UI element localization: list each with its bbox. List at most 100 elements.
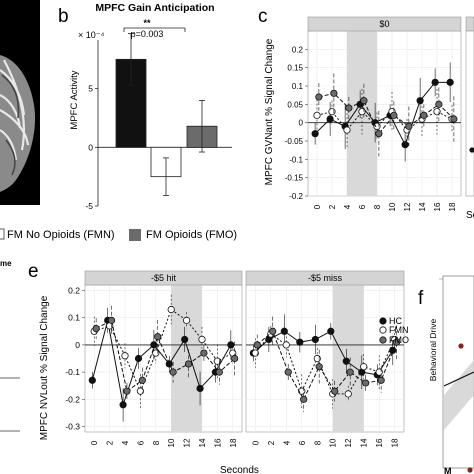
x-tick-label: 16 — [375, 438, 384, 447]
chart-f-ylabel: Behavioral Drive — [428, 319, 438, 382]
panel-letter-e: e — [28, 261, 39, 282]
y-tick-label: -5 — [85, 201, 93, 211]
legend-label-hc: HC — [389, 316, 402, 326]
y-tick-label: -0.3 — [65, 422, 80, 432]
x-tick-label: 12 — [344, 438, 353, 447]
line-chart-c-panel: MPFC GVNant % Signal Change Seconds $0 -0… — [264, 16, 474, 221]
line-chart-e-panel: MPFC NVLout % Signal Change Seconds -$5 … — [39, 270, 409, 474]
x-tick-label: 16 — [213, 438, 222, 447]
chart-e-legend: HC FMN FMO — [379, 316, 409, 345]
x-tick-label: 14 — [360, 438, 369, 447]
left-crop-text: me — [0, 259, 12, 268]
y-tick-label: 0 — [299, 119, 304, 128]
chart-f-tick: M — [444, 466, 452, 474]
x-tick-label: 0 — [251, 440, 260, 445]
x-tick-label: 8 — [313, 440, 322, 445]
legend-label-fmo: FM Opioids (FMO) — [146, 229, 237, 241]
data-point — [154, 333, 162, 341]
chart-e-xlabel: Seconds — [220, 465, 259, 474]
group-legend: FM No Opioids (FMN) FM Opioids (FMO) — [0, 228, 237, 241]
x-tick-label: 4 — [121, 440, 130, 445]
data-point — [393, 338, 401, 346]
data-point — [420, 111, 428, 119]
significance-stars: ** — [143, 18, 151, 28]
data-point — [107, 316, 116, 324]
data-point — [315, 93, 323, 101]
data-point — [435, 100, 443, 108]
data-point — [377, 376, 385, 384]
bar-chart-panel: MPFC Gain Anticipation × 10⁻⁴ MPFC Activ… — [69, 2, 232, 211]
chart-e-ylabel: MPFC NVLout % Signal Change — [39, 295, 50, 440]
data-point — [119, 401, 127, 409]
legend-marker-hc — [379, 317, 387, 325]
data-point — [405, 122, 413, 130]
data-point — [450, 115, 458, 123]
data-point — [390, 111, 398, 119]
plot-area — [245, 284, 405, 433]
data-point — [165, 360, 173, 368]
facet-strip — [245, 270, 405, 286]
data-point — [227, 341, 235, 349]
x-tick-label: 0 — [313, 204, 322, 209]
data-point — [401, 141, 409, 149]
data-point — [269, 327, 277, 335]
data-point — [331, 387, 339, 395]
series-line — [94, 308, 233, 393]
data-point — [416, 97, 424, 105]
x-tick-label: 6 — [358, 204, 367, 209]
series-line — [95, 319, 236, 393]
bar-chart-ylabel: MPFC Activity — [69, 70, 80, 129]
data-point — [315, 363, 323, 371]
panel-letter-f: f — [418, 288, 424, 309]
data-point — [469, 147, 474, 153]
legend-label-fmn-e: FMN — [389, 325, 409, 335]
data-point — [182, 316, 191, 324]
chart-c-ylabel: MPFC GVNant % Signal Change — [264, 38, 275, 185]
data-point — [326, 115, 334, 123]
x-tick-label: 6 — [298, 440, 307, 445]
data-point — [282, 341, 290, 349]
y-tick-label: 0.1 — [292, 82, 304, 91]
plot-area — [465, 30, 474, 197]
x-tick-label: 0 — [90, 440, 99, 445]
y-tick-label: -0.1 — [65, 367, 80, 377]
data-point — [433, 108, 441, 116]
series-line — [91, 320, 232, 405]
facet-strip — [307, 16, 462, 32]
legend-swatch-fmn — [0, 228, 5, 240]
y-tick-label: -0.15 — [285, 174, 304, 183]
x-tick-label: 18 — [448, 202, 457, 211]
x-tick-label: 14 — [418, 202, 427, 211]
data-point — [251, 349, 259, 357]
y-tick-label: -0.05 — [285, 137, 304, 146]
data-point — [123, 387, 131, 395]
x-tick-label: 12 — [183, 438, 192, 447]
y-tick-label: -0.2 — [65, 394, 80, 404]
f-dot — [467, 467, 473, 473]
brain-image — [0, 0, 40, 205]
data-point — [313, 354, 321, 363]
data-point — [358, 108, 366, 116]
x-tick-label: 4 — [343, 204, 352, 209]
data-point — [152, 349, 160, 357]
x-tick-label: 16 — [433, 202, 442, 211]
data-point — [215, 368, 223, 376]
data-point — [375, 130, 383, 138]
data-point — [121, 352, 129, 360]
x-tick-label: 10 — [388, 202, 397, 211]
x-tick-label: 10 — [329, 438, 338, 447]
y-tick-label: 0 — [88, 142, 93, 152]
data-point — [200, 349, 208, 357]
data-point — [446, 78, 454, 86]
data-point — [181, 335, 189, 344]
data-point — [134, 354, 143, 363]
data-point — [346, 368, 354, 376]
data-point — [138, 376, 146, 384]
series-line — [256, 330, 398, 401]
facet-strip — [465, 16, 474, 32]
highlight-band — [171, 285, 202, 432]
chart-f-panel: Behavioral Drive M — [428, 275, 474, 474]
data-point — [313, 111, 321, 119]
